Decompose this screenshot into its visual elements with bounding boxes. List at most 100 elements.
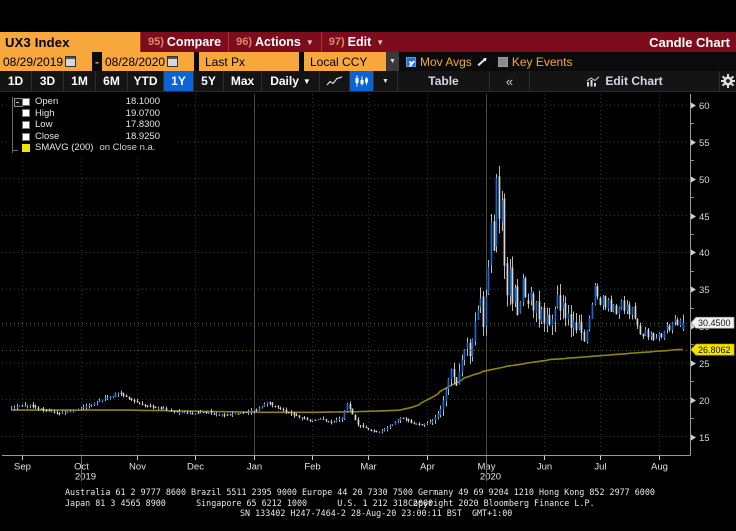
legend-row-high: High 19.0700 xyxy=(8,108,178,120)
legend-label-smavg: SMAVG (200) xyxy=(35,142,94,154)
period-toolbar: 1D 3D 1M 6M YTD 1Y 5Y Max Daily ▼ xyxy=(0,71,736,92)
edit-button[interactable]: 97) Edit ▼ xyxy=(320,32,392,52)
calendar-icon[interactable] xyxy=(65,56,77,67)
compare-button[interactable]: 95) Compare xyxy=(140,32,229,52)
svg-text:35: 35 xyxy=(699,285,710,296)
title-bar: UX3 Index 95) Compare 96) Actions ▼ 97) … xyxy=(0,32,736,52)
legend-value-open: 18.1000 xyxy=(125,96,160,107)
svg-text:20: 20 xyxy=(699,396,710,407)
actions-button[interactable]: 96) Actions ▼ xyxy=(228,32,321,52)
checkbox-checked-icon[interactable] xyxy=(406,56,416,67)
legend-row-low: Low 17.8300 xyxy=(8,119,178,131)
legend-row-close: Close 18.9250 xyxy=(8,131,178,143)
settings-gear-button[interactable] xyxy=(720,71,736,91)
svg-text:40: 40 xyxy=(699,248,710,259)
svg-text:60: 60 xyxy=(699,101,710,112)
footer-line-2: Japan 81 3 4565 8900 Singapore 65 6212 1… xyxy=(65,497,434,508)
svg-text:15: 15 xyxy=(699,433,710,444)
legend-label-close: Close xyxy=(35,130,60,142)
legend-label-high: High xyxy=(35,107,55,119)
svg-text:Dec: Dec xyxy=(187,462,204,473)
actions-button-number: 96) xyxy=(236,36,252,48)
pencil-icon[interactable] xyxy=(476,56,487,67)
currency-field[interactable]: Local CCY xyxy=(304,52,386,71)
period-tab-max[interactable]: Max xyxy=(224,71,262,91)
key-events-label: Key Events xyxy=(511,54,573,69)
window-top-gap xyxy=(0,0,736,32)
period-tab-1m[interactable]: 1M xyxy=(64,71,96,91)
price-type-field[interactable]: Last Px xyxy=(199,52,299,71)
checkbox-unchecked-icon[interactable] xyxy=(497,56,508,67)
gear-icon xyxy=(721,74,735,88)
edit-button-number: 97) xyxy=(328,36,345,48)
price-chart[interactable]: 1520253035404550556026.806230.4500SepOct… xyxy=(0,92,736,483)
period-tab-ytd[interactable]: YTD xyxy=(128,71,164,91)
date-from-field[interactable]: 08/29/2019 xyxy=(0,52,92,71)
compare-button-label: Compare xyxy=(166,35,222,49)
date-from-value: 08/29/2019 xyxy=(3,54,64,69)
legend-swatch-smavg xyxy=(22,144,30,153)
line-chart-icon[interactable] xyxy=(320,71,350,91)
currency-dropdown-button[interactable]: ▼ xyxy=(386,52,399,71)
edit-chart-button[interactable]: Edit Chart xyxy=(530,71,720,91)
table-button[interactable]: Table xyxy=(398,71,490,91)
edit-button-label: Edit xyxy=(347,35,372,49)
svg-text:Sep: Sep xyxy=(14,462,31,473)
candle-chart-icon[interactable] xyxy=(350,71,374,91)
chevron-down-icon: ▼ xyxy=(302,76,311,86)
period-tab-5y[interactable]: 5Y xyxy=(194,71,224,91)
svg-text:2020: 2020 xyxy=(480,472,501,483)
legend-swatch-close xyxy=(22,132,30,141)
svg-text:25: 25 xyxy=(699,359,710,370)
calendar-icon[interactable] xyxy=(167,56,179,67)
period-tab-1y[interactable]: 1Y xyxy=(164,71,194,91)
legend-row-smavg: SMAVG (200) on Close n.a. xyxy=(8,142,178,154)
title-bar-spacer xyxy=(391,32,649,52)
svg-text:55: 55 xyxy=(699,138,710,149)
chart-legend: Open 18.1000 High 19.0700 Low 17.8300 Cl… xyxy=(8,94,178,156)
svg-text:Feb: Feb xyxy=(304,462,320,473)
svg-text:Jan: Jan xyxy=(247,462,262,473)
actions-button-label: Actions xyxy=(255,35,301,49)
svg-text:Jun: Jun xyxy=(537,462,552,473)
footer-contact-block: Australia 61 2 9777 8600 Brazil 5511 239… xyxy=(0,487,736,531)
legend-label-open: Open xyxy=(35,96,59,107)
footer-line-1: Australia 61 2 9777 8600 Brazil 5511 239… xyxy=(65,487,655,497)
svg-text:30.4500: 30.4500 xyxy=(698,318,731,328)
svg-text:Nov: Nov xyxy=(129,462,146,473)
date-range-dash: - xyxy=(95,54,99,69)
legend-row-open: Open 18.1000 xyxy=(8,96,178,108)
frequency-label: Daily xyxy=(270,74,299,88)
collapse-panel-button[interactable]: « xyxy=(490,71,530,91)
chevron-down-icon: ▼ xyxy=(305,37,314,47)
mov-avgs-toggle[interactable]: Mov Avgs xyxy=(399,52,491,71)
legend-tree-tick xyxy=(12,149,18,151)
key-events-toggle[interactable]: Key Events xyxy=(491,52,577,71)
svg-text:Mar: Mar xyxy=(360,462,376,473)
period-tab-3d[interactable]: 3D xyxy=(32,71,64,91)
svg-text:Apr: Apr xyxy=(420,462,435,473)
legend-value-close: 18.9250 xyxy=(125,130,160,142)
chart-area[interactable]: 1520253035404550556026.806230.4500SepOct… xyxy=(0,92,736,483)
footer-copyright: Copyright 2020 Bloomberg Finance L.P. xyxy=(408,497,595,508)
chevron-down-icon: ▼ xyxy=(376,37,385,47)
legend-swatch-open xyxy=(22,97,30,106)
ticker-field[interactable]: UX3 Index xyxy=(0,32,140,52)
svg-text:50: 50 xyxy=(699,175,710,186)
legend-value-low: 17.8300 xyxy=(125,119,160,131)
footer-session-info: SN 133402 H247-7464-2 28-Aug-20 23:00:11… xyxy=(240,508,513,519)
svg-text:26.8062: 26.8062 xyxy=(698,345,731,355)
date-to-field[interactable]: 08/28/2020 xyxy=(102,52,194,71)
chart-type-label: Candle Chart xyxy=(649,34,730,50)
legend-swatch-high xyxy=(22,109,30,118)
period-tab-1d[interactable]: 1D xyxy=(0,71,32,91)
legend-swatch-low xyxy=(22,120,30,129)
frequency-dropdown[interactable]: Daily ▼ xyxy=(262,71,320,91)
period-tab-6m[interactable]: 6M xyxy=(96,71,128,91)
edit-chart-label: Edit Chart xyxy=(605,74,663,88)
legend-value-high: 19.0700 xyxy=(125,107,160,119)
compare-button-number: 95) xyxy=(148,36,164,48)
svg-text:2019: 2019 xyxy=(75,472,96,483)
chart-style-dropdown-button[interactable]: ▼ xyxy=(374,71,398,91)
